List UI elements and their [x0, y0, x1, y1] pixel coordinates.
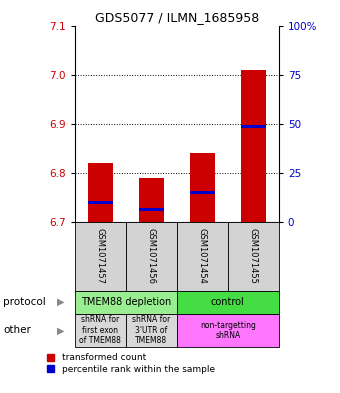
Bar	[88, 201, 113, 204]
Bar	[190, 153, 215, 222]
Text: GSM1071455: GSM1071455	[249, 228, 258, 285]
Text: TMEM88 depletion: TMEM88 depletion	[81, 297, 171, 307]
Text: GSM1071457: GSM1071457	[96, 228, 105, 285]
Title: GDS5077 / ILMN_1685958: GDS5077 / ILMN_1685958	[95, 11, 259, 24]
Bar	[228, 222, 279, 291]
Bar	[177, 222, 228, 291]
Bar	[126, 222, 177, 291]
Bar	[177, 314, 279, 347]
Text: ▶: ▶	[57, 297, 65, 307]
Text: GSM1071454: GSM1071454	[198, 228, 207, 285]
Bar	[88, 163, 113, 222]
Text: shRNA for
3'UTR of
TMEM88: shRNA for 3'UTR of TMEM88	[132, 316, 170, 345]
Text: GSM1071456: GSM1071456	[147, 228, 156, 285]
Bar	[75, 291, 177, 314]
Text: ▶: ▶	[57, 325, 65, 335]
Text: non-targetting
shRNA: non-targetting shRNA	[200, 321, 256, 340]
Text: control: control	[211, 297, 245, 307]
Bar	[241, 70, 266, 222]
Text: protocol: protocol	[3, 297, 46, 307]
Legend: transformed count, percentile rank within the sample: transformed count, percentile rank withi…	[45, 351, 217, 376]
Bar	[126, 314, 177, 347]
Bar	[139, 208, 164, 211]
Text: other: other	[3, 325, 31, 335]
Bar	[241, 125, 266, 128]
Text: shRNA for
first exon
of TMEM88: shRNA for first exon of TMEM88	[79, 316, 121, 345]
Bar	[139, 178, 164, 222]
Bar	[177, 291, 279, 314]
Bar	[75, 222, 126, 291]
Bar	[75, 314, 126, 347]
Bar	[190, 191, 215, 194]
